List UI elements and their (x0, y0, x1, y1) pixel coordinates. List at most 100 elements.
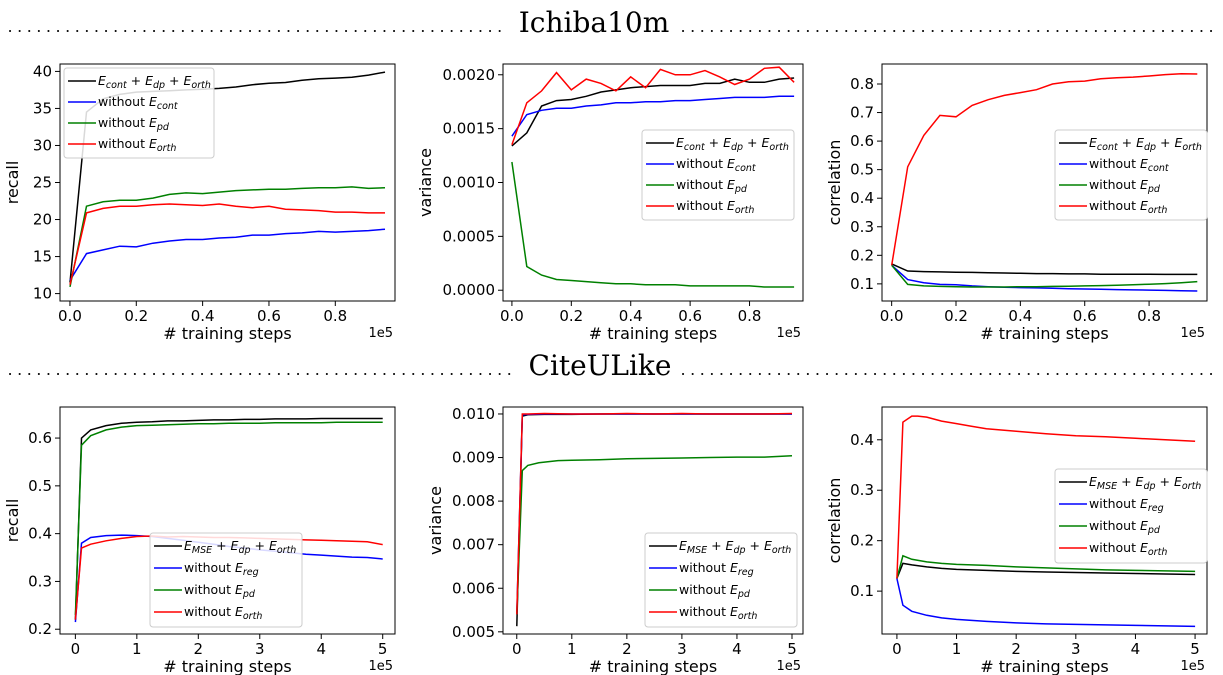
y-tick-label: 0.007 (452, 536, 495, 554)
y-tick-label: 0.005 (452, 623, 495, 641)
section-title: Ichiba10m (519, 6, 670, 39)
legend-label: Econt + Edp + Eorth (676, 135, 789, 153)
series-line-2 (516, 455, 793, 615)
y-tick-label: 0.5 (28, 477, 52, 495)
x-tick-label: 4 (1131, 640, 1141, 658)
x-tick-label: 2 (622, 640, 632, 658)
y-tick-label: 0.008 (452, 492, 495, 510)
x-tick-label: 5 (787, 640, 797, 658)
x-tick-label: 0 (512, 640, 522, 658)
plot-frame (502, 406, 804, 635)
y-tick-label: 0.5 (850, 161, 874, 179)
x-tick-label: 1 (132, 640, 142, 658)
y-tick-label: 0.8 (850, 75, 874, 93)
x-axis-label: # training steps (980, 324, 1109, 343)
x-multiplier: 1e5 (1180, 326, 1205, 341)
x-multiplier: 1e5 (776, 659, 801, 674)
legend-label: Econt + Edp + Eorth (98, 73, 211, 91)
legend-box (644, 532, 798, 628)
legend-label: without Ereg (679, 560, 754, 578)
legend-label: Econt + Edp + Eorth (1089, 135, 1202, 153)
x-tick-label: 3 (677, 640, 687, 658)
x-tick-label: 4 (732, 640, 742, 658)
y-tick-label: 0.006 (452, 579, 495, 597)
x-tick-label: 3 (255, 640, 265, 658)
series-line-0 (896, 562, 1196, 579)
y-tick-label: 0.0015 (443, 120, 496, 138)
series-line-1 (69, 228, 386, 281)
y-tick-label: 15 (33, 248, 52, 266)
y-tick-label: 0.2 (28, 620, 52, 638)
y-tick-label: 0.2 (850, 246, 874, 264)
legend-box (641, 129, 795, 221)
x-tick-label: 0.0 (880, 307, 904, 325)
legend-box (149, 532, 303, 628)
x-tick-label: 0.4 (191, 307, 215, 325)
legend-label: without Epd (1089, 518, 1161, 536)
x-tick-label: 1 (952, 640, 962, 658)
x-tick-label: 5 (1190, 640, 1200, 658)
legend-label: without Econt (98, 94, 179, 112)
y-tick-label: 30 (33, 136, 52, 154)
y-tick-label: 0.0020 (443, 66, 496, 84)
x-tick-label: 0.6 (257, 307, 281, 325)
section-header-ichiba: Ichiba10m (0, 2, 1223, 42)
legend-box (1054, 468, 1208, 564)
y-axis-label: correlation (825, 140, 844, 226)
legend-label: EMSE + Edp + Eorth (679, 538, 791, 556)
x-tick-label: 0.6 (678, 307, 702, 325)
y-tick-label: 0.0010 (443, 174, 496, 192)
y-axis-label: variance (426, 486, 445, 555)
chart-ichiba-recall: 0.0 0.2 0.4 0.6 0.8 10 15 20 25 30 35 40 # training … (0, 52, 410, 343)
y-tick-label: 0.2 (850, 532, 874, 550)
legend-label: EMSE + Edp + Eorth (1089, 474, 1201, 492)
x-tick-label: 0.0 (500, 307, 524, 325)
legend-label: without Epd (184, 582, 256, 600)
legend-label: without Epd (1089, 177, 1161, 195)
x-tick-label: 3 (1071, 640, 1081, 658)
y-tick-label: 0.010 (452, 405, 495, 423)
x-tick-label: 1 (567, 640, 577, 658)
x-tick-label: 0.8 (1137, 307, 1161, 325)
legend-label: without Eorth (676, 198, 754, 216)
x-tick-label: 5 (378, 640, 388, 658)
x-tick-label: 4 (316, 640, 326, 658)
legend-label: without Epd (679, 582, 751, 600)
x-multiplier: 1e5 (776, 326, 801, 341)
x-axis-label: # training steps (589, 657, 718, 675)
series-line-2 (891, 264, 1198, 288)
legend-box (1054, 129, 1208, 221)
y-tick-label: 0.0005 (443, 227, 496, 245)
y-tick-label: 0.4 (850, 189, 874, 207)
series-line-2 (511, 161, 795, 288)
x-tick-label: 2 (194, 640, 204, 658)
plot-frame (59, 406, 396, 635)
x-axis-label: # training steps (980, 657, 1109, 675)
x-tick-label: 0.2 (559, 307, 583, 325)
chart-ichiba-variance: 0.0 0.2 0.4 0.6 0.8 0.0000 0.0005 0.0010 0.0015 0… (410, 52, 820, 343)
series-line-0 (74, 417, 383, 620)
y-tick-label: 25 (33, 174, 52, 192)
y-tick-label: 40 (33, 62, 52, 80)
legend-label: without Eorth (1089, 540, 1167, 558)
x-tick-label: 0.2 (124, 307, 148, 325)
x-axis-label: # training steps (163, 324, 292, 343)
series-line-3 (516, 412, 793, 615)
x-tick-label: 0.2 (944, 307, 968, 325)
legend-label: without Eorth (679, 604, 757, 622)
legend-label: without Econt (676, 156, 757, 174)
legend-label: without Epd (676, 177, 748, 195)
y-tick-label: 0.7 (850, 104, 874, 122)
x-axis-label: # training steps (163, 657, 292, 675)
section-title: CiteULike (529, 349, 672, 382)
y-tick-label: 0.6 (850, 132, 874, 150)
section-header-citeulike: CiteULike (0, 345, 1223, 385)
series-line-1 (511, 95, 795, 137)
x-tick-label: 0.8 (738, 307, 762, 325)
y-tick-label: 0.009 (452, 449, 495, 467)
y-tick-label: 0.1 (850, 275, 874, 293)
x-axis-label: # training steps (589, 324, 718, 343)
legend-label: without Eorth (184, 604, 262, 622)
y-axis-label: variance (416, 148, 435, 217)
chart-citeulike-variance: 0 1 2 3 4 5 0.005 0.006 0.007 0.008 0.009 0.010 # tr… (410, 397, 820, 675)
